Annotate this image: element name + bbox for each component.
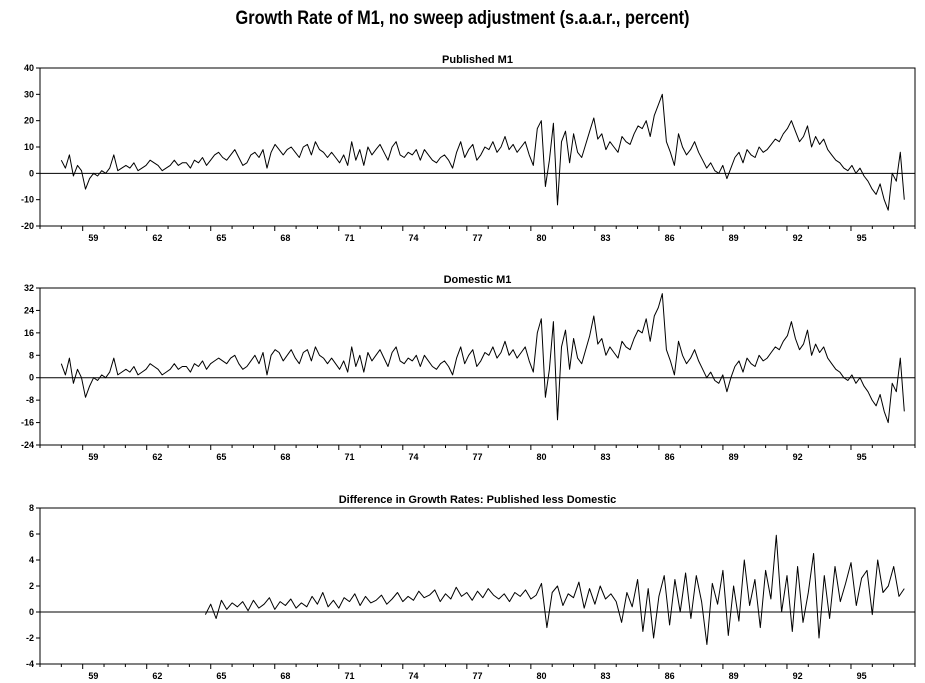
panel1-x-tick-label: 83 [601,233,611,243]
panel2-y-tick-label: -8 [26,395,34,405]
panel3-y-tick-label: -2 [26,633,34,643]
panel2-series-line [60,293,905,424]
panel2-y-tick-label: 16 [24,328,34,338]
panel2-x-tick-label: 74 [408,452,418,462]
panel1-x-tick-label: 95 [857,233,867,243]
panel1-x-tick-label: 74 [408,233,418,243]
panel1-x-tick-label: 59 [88,233,98,243]
panel3-x-tick-label: 89 [729,671,739,681]
panel3-x-tick-label: 71 [344,671,354,681]
panel3-x-tick-label: 92 [793,671,803,681]
panel2-title: Domestic M1 [444,274,512,286]
panel2-x-tick-label: 68 [280,452,290,462]
panel3-title: Difference in Growth Rates: Published le… [339,494,617,506]
panel3-series-line [204,534,905,645]
panel2-y-tick-label: 32 [24,283,34,293]
panel3-x-tick-label: 77 [472,671,482,681]
panel1-frame [39,67,916,227]
panel1-y-tick-label: -10 [21,195,34,205]
panel1-y-tick-label: 0 [29,168,34,178]
panel3-x-tick-label: 65 [216,671,226,681]
panel1-x-tick-label: 80 [537,233,547,243]
panel2-x-tick-label: 59 [88,452,98,462]
panel3-x-tick-label: 86 [665,671,675,681]
panel3-x-tick-label: 95 [857,671,867,681]
panel3-y-tick-label: -4 [26,659,34,669]
panel3-y-tick-label: 8 [29,503,34,513]
panel2-x-tick-label: 62 [152,452,162,462]
panel2-frame [39,287,916,446]
panel1-y-tick-label: 20 [24,116,34,126]
panel1-x-tick-label: 89 [729,233,739,243]
panel1-x-tick-label: 92 [793,233,803,243]
panel3-x-tick-label: 59 [88,671,98,681]
panel2-x-tick-label: 92 [793,452,803,462]
panel2-x-tick-label: 65 [216,452,226,462]
panel3-y-tick-label: 0 [29,607,34,617]
panel2-x-tick-label: 86 [665,452,675,462]
panel2-x-tick-label: 71 [344,452,354,462]
panel1-y-tick-label: 30 [24,89,34,99]
panel3-frame [39,507,916,665]
panel3-x-tick-label: 68 [280,671,290,681]
panel2-y-tick-label: -24 [21,440,34,450]
panel2-y-tick-label: 24 [24,305,34,315]
panel1-x-tick-label: 65 [216,233,226,243]
panel3-x-tick-label: 74 [408,671,418,681]
panel2-x-tick-label: 77 [472,452,482,462]
panel1-title: Published M1 [442,54,513,66]
panel1-y-tick-label: -20 [21,221,34,231]
panel3-x-tick-label: 62 [152,671,162,681]
panel3-x-tick-label: 80 [537,671,547,681]
panel2-x-tick-label: 89 [729,452,739,462]
panel3-y-tick-label: 4 [29,555,34,565]
panel1-series-line [60,93,905,211]
panel2-y-tick-label: 0 [29,373,34,383]
panel3-y-tick-label: 2 [29,581,34,591]
panel1-x-tick-label: 77 [472,233,482,243]
panel1-x-tick-label: 86 [665,233,675,243]
panel2-y-tick-label: 8 [29,350,34,360]
panel1-y-tick-label: 40 [24,63,34,73]
panel2-x-tick-label: 95 [857,452,867,462]
main-title: Growth Rate of M1, no sweep adjustment (… [235,8,690,29]
panel1-x-tick-label: 62 [152,233,162,243]
panel3-y-tick-label: 6 [29,529,34,539]
panel1-x-tick-label: 68 [280,233,290,243]
panel1-x-tick-label: 71 [344,233,354,243]
panel2-x-tick-label: 80 [537,452,547,462]
panel1-y-tick-label: 10 [24,142,34,152]
panel2-x-tick-label: 83 [601,452,611,462]
panel3-x-tick-label: 83 [601,671,611,681]
panel2-y-tick-label: -16 [21,418,34,428]
